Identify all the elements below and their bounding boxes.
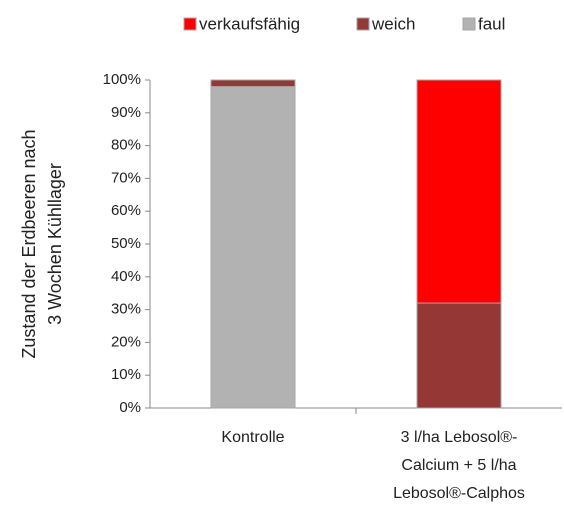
y-tick-label: 70% <box>111 169 141 186</box>
x-tick-label: 3 l/ha Lebosol®- <box>401 429 518 446</box>
legend-label: verkaufsfähig <box>199 14 300 33</box>
y-tick-label: 60% <box>111 202 141 219</box>
y-tick-label: 90% <box>111 104 141 121</box>
legend-label: faul <box>478 14 505 33</box>
x-tick-label: Kontrolle <box>221 429 284 446</box>
y-tick-label: 10% <box>111 366 141 383</box>
y-tick-label: 0% <box>119 399 141 416</box>
y-tick-label: 40% <box>111 268 141 285</box>
legend-label: weich <box>371 14 415 33</box>
y-tick-label: 50% <box>111 235 141 252</box>
y-tick-label: 20% <box>111 333 141 350</box>
x-tick-label: Lebosol®-Calphos <box>393 485 525 502</box>
bar-segment <box>210 86 296 409</box>
bar-segment <box>210 79 296 88</box>
legend-swatch <box>356 17 370 31</box>
y-tick-label: 30% <box>111 301 141 318</box>
y-axis-label: Zustand der Erdbeeren nach <box>19 129 39 358</box>
y-axis-label: 3 Wochen Kühllager <box>45 163 65 325</box>
legend-swatch <box>462 17 476 31</box>
y-tick-label: 80% <box>111 137 141 154</box>
bar-segment <box>416 79 502 304</box>
legend-swatch <box>183 17 197 31</box>
x-tick-label: Calcium + 5 l/ha <box>401 457 516 474</box>
bar-segment <box>416 302 502 409</box>
y-tick-label: 100% <box>103 71 141 88</box>
